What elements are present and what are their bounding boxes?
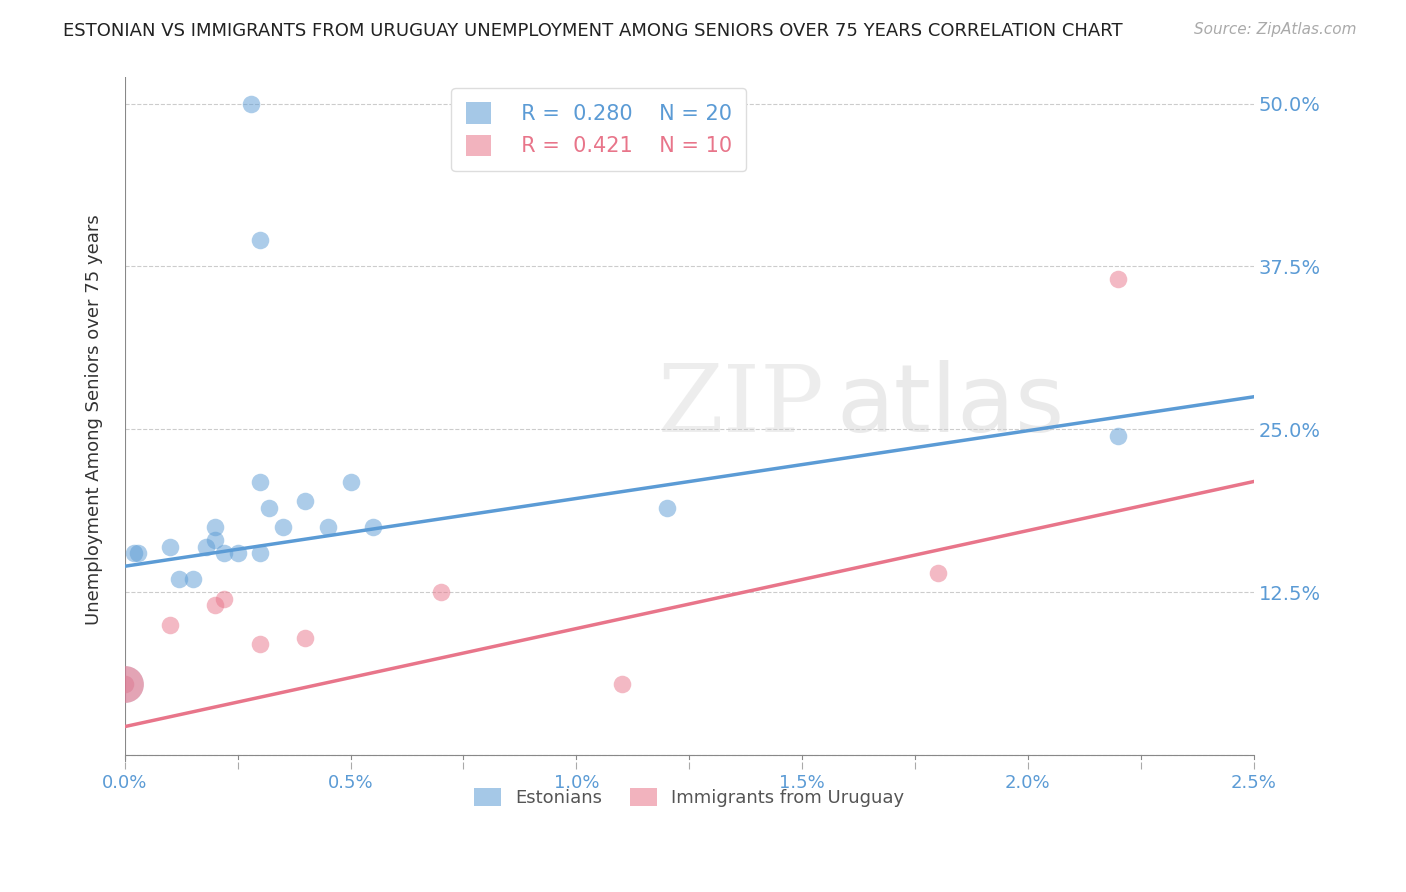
Point bbox=[610, 676, 633, 690]
Point bbox=[430, 585, 453, 599]
Point bbox=[249, 475, 271, 489]
Point bbox=[212, 591, 235, 606]
Point bbox=[316, 520, 339, 534]
Point bbox=[339, 475, 361, 489]
Point bbox=[114, 676, 136, 690]
Point bbox=[927, 566, 949, 580]
Point bbox=[259, 500, 281, 515]
Point bbox=[294, 494, 316, 508]
Point bbox=[204, 599, 226, 613]
Point bbox=[114, 676, 136, 690]
Point bbox=[655, 500, 678, 515]
Point bbox=[181, 572, 204, 586]
Point bbox=[1107, 272, 1129, 286]
Point bbox=[127, 546, 149, 560]
Point bbox=[361, 520, 384, 534]
Point bbox=[159, 540, 181, 554]
Point bbox=[1107, 429, 1129, 443]
Text: ZIP: ZIP bbox=[658, 361, 825, 451]
Text: atlas: atlas bbox=[837, 359, 1064, 452]
Text: Source: ZipAtlas.com: Source: ZipAtlas.com bbox=[1194, 22, 1357, 37]
Legend: Estonians, Immigrants from Uruguay: Estonians, Immigrants from Uruguay bbox=[467, 780, 911, 814]
Point bbox=[204, 533, 226, 548]
Point bbox=[240, 96, 263, 111]
Point bbox=[167, 572, 190, 586]
Point bbox=[249, 637, 271, 651]
Point bbox=[204, 520, 226, 534]
Text: ESTONIAN VS IMMIGRANTS FROM URUGUAY UNEMPLOYMENT AMONG SENIORS OVER 75 YEARS COR: ESTONIAN VS IMMIGRANTS FROM URUGUAY UNEM… bbox=[63, 22, 1123, 40]
Point bbox=[226, 546, 249, 560]
Point bbox=[114, 676, 136, 690]
Point bbox=[195, 540, 218, 554]
Point bbox=[249, 546, 271, 560]
Point bbox=[212, 546, 235, 560]
Y-axis label: Unemployment Among Seniors over 75 years: Unemployment Among Seniors over 75 years bbox=[86, 214, 103, 625]
Point bbox=[294, 631, 316, 645]
Point bbox=[159, 618, 181, 632]
Point bbox=[122, 546, 145, 560]
Point bbox=[271, 520, 294, 534]
Point bbox=[249, 233, 271, 247]
